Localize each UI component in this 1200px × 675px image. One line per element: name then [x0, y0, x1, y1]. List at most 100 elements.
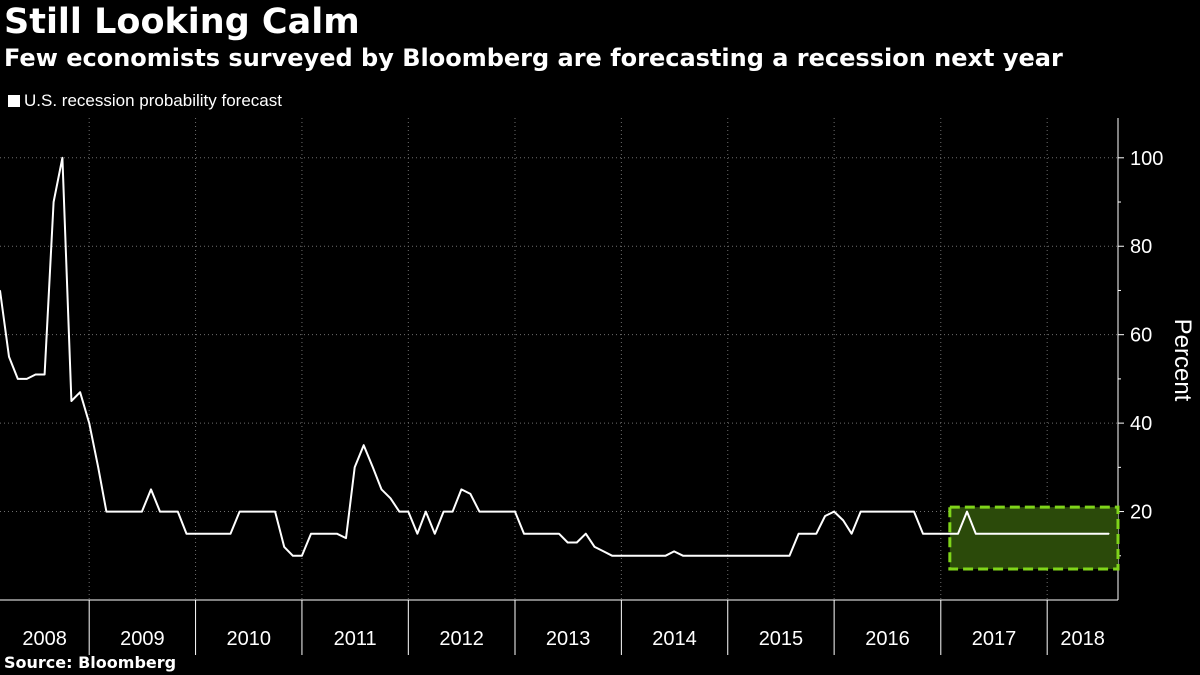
data-point	[744, 555, 746, 557]
y-tick-label: 100	[1130, 148, 1163, 170]
data-point	[79, 391, 81, 393]
data-point	[691, 555, 693, 557]
data-point	[594, 546, 596, 548]
data-point	[35, 373, 37, 376]
legend: U.S. recession probability forecast	[8, 91, 282, 111]
x-tick-label: 2014	[652, 628, 697, 650]
x-tick-label: 2017	[972, 628, 1017, 650]
data-point	[798, 533, 800, 535]
data-point	[975, 533, 977, 535]
data-point	[292, 555, 294, 557]
data-point	[1011, 533, 1013, 535]
data-point	[283, 546, 285, 548]
data-point	[877, 511, 880, 513]
data-point	[372, 466, 374, 468]
x-tick-label: 2012	[439, 628, 484, 650]
data-point	[868, 511, 871, 513]
data-point	[496, 511, 498, 513]
data-point	[815, 533, 817, 535]
data-point	[620, 555, 623, 557]
y-tick-label: 80	[1130, 236, 1152, 258]
data-point	[638, 555, 640, 557]
data-point	[61, 157, 64, 159]
y-axis-label: Percent	[1169, 319, 1196, 402]
data-point	[301, 555, 303, 557]
data-point	[398, 511, 400, 513]
data-point	[1063, 533, 1065, 535]
data-point	[380, 488, 383, 490]
data-point	[647, 555, 649, 557]
x-tick-label: 2016	[865, 628, 910, 650]
data-point	[762, 555, 764, 557]
highlight-box	[948, 505, 1120, 571]
data-point	[940, 533, 942, 535]
data-point	[274, 511, 276, 513]
data-point	[993, 533, 995, 535]
data-point	[833, 511, 835, 513]
data-point	[788, 555, 791, 557]
data-point	[611, 555, 613, 557]
data-point	[1081, 533, 1083, 535]
data-point	[806, 533, 808, 535]
data-point	[265, 511, 267, 513]
data-point	[0, 289, 1, 292]
data-point	[779, 555, 782, 557]
data-point	[931, 533, 933, 535]
data-point	[97, 466, 99, 468]
data-point	[239, 511, 241, 513]
data-point	[505, 511, 507, 513]
data-point	[327, 533, 329, 535]
data-point	[132, 511, 134, 513]
data-point	[984, 533, 986, 535]
data-point	[886, 511, 888, 513]
data-point	[310, 533, 312, 535]
data-point	[700, 555, 702, 557]
data-point	[469, 493, 471, 495]
data-point	[913, 511, 915, 513]
data-point	[567, 541, 569, 544]
data-point	[354, 466, 356, 468]
data-point	[195, 533, 197, 535]
legend-label: U.S. recession probability forecast	[24, 91, 282, 110]
data-point	[229, 533, 232, 535]
y-tick-label: 40	[1130, 413, 1152, 435]
data-point	[576, 541, 578, 544]
data-point	[709, 555, 711, 557]
data-point	[434, 533, 436, 535]
data-point	[212, 533, 214, 535]
data-point	[727, 555, 729, 557]
data-point	[949, 533, 951, 535]
data-point	[603, 550, 605, 553]
data-point	[363, 444, 365, 446]
data-point	[523, 533, 525, 535]
data-point	[114, 511, 116, 513]
data-point	[842, 519, 844, 522]
data-point	[1055, 533, 1057, 535]
data-point	[247, 511, 249, 513]
data-point	[487, 511, 489, 513]
data-point	[718, 555, 720, 557]
data-point	[452, 511, 454, 513]
data-point	[168, 511, 170, 513]
data-point	[1028, 533, 1030, 535]
data-point	[1019, 533, 1022, 535]
data-point	[904, 511, 906, 513]
data-point	[655, 555, 657, 557]
data-point	[416, 533, 418, 535]
data-point	[966, 511, 968, 513]
data-point	[44, 373, 46, 376]
data-point	[26, 378, 28, 380]
data-point	[443, 511, 445, 513]
source-note: Source: Bloomberg	[4, 653, 177, 672]
y-tick-label: 60	[1130, 325, 1152, 347]
data-point	[256, 511, 258, 513]
data-point	[8, 356, 10, 358]
data-point	[53, 201, 55, 203]
x-tick-label: 2018	[1060, 628, 1105, 650]
data-point	[540, 533, 542, 535]
data-point	[159, 511, 161, 513]
chart-title: Still Looking Calm	[4, 2, 360, 42]
data-point	[185, 533, 188, 535]
data-point	[736, 555, 738, 557]
